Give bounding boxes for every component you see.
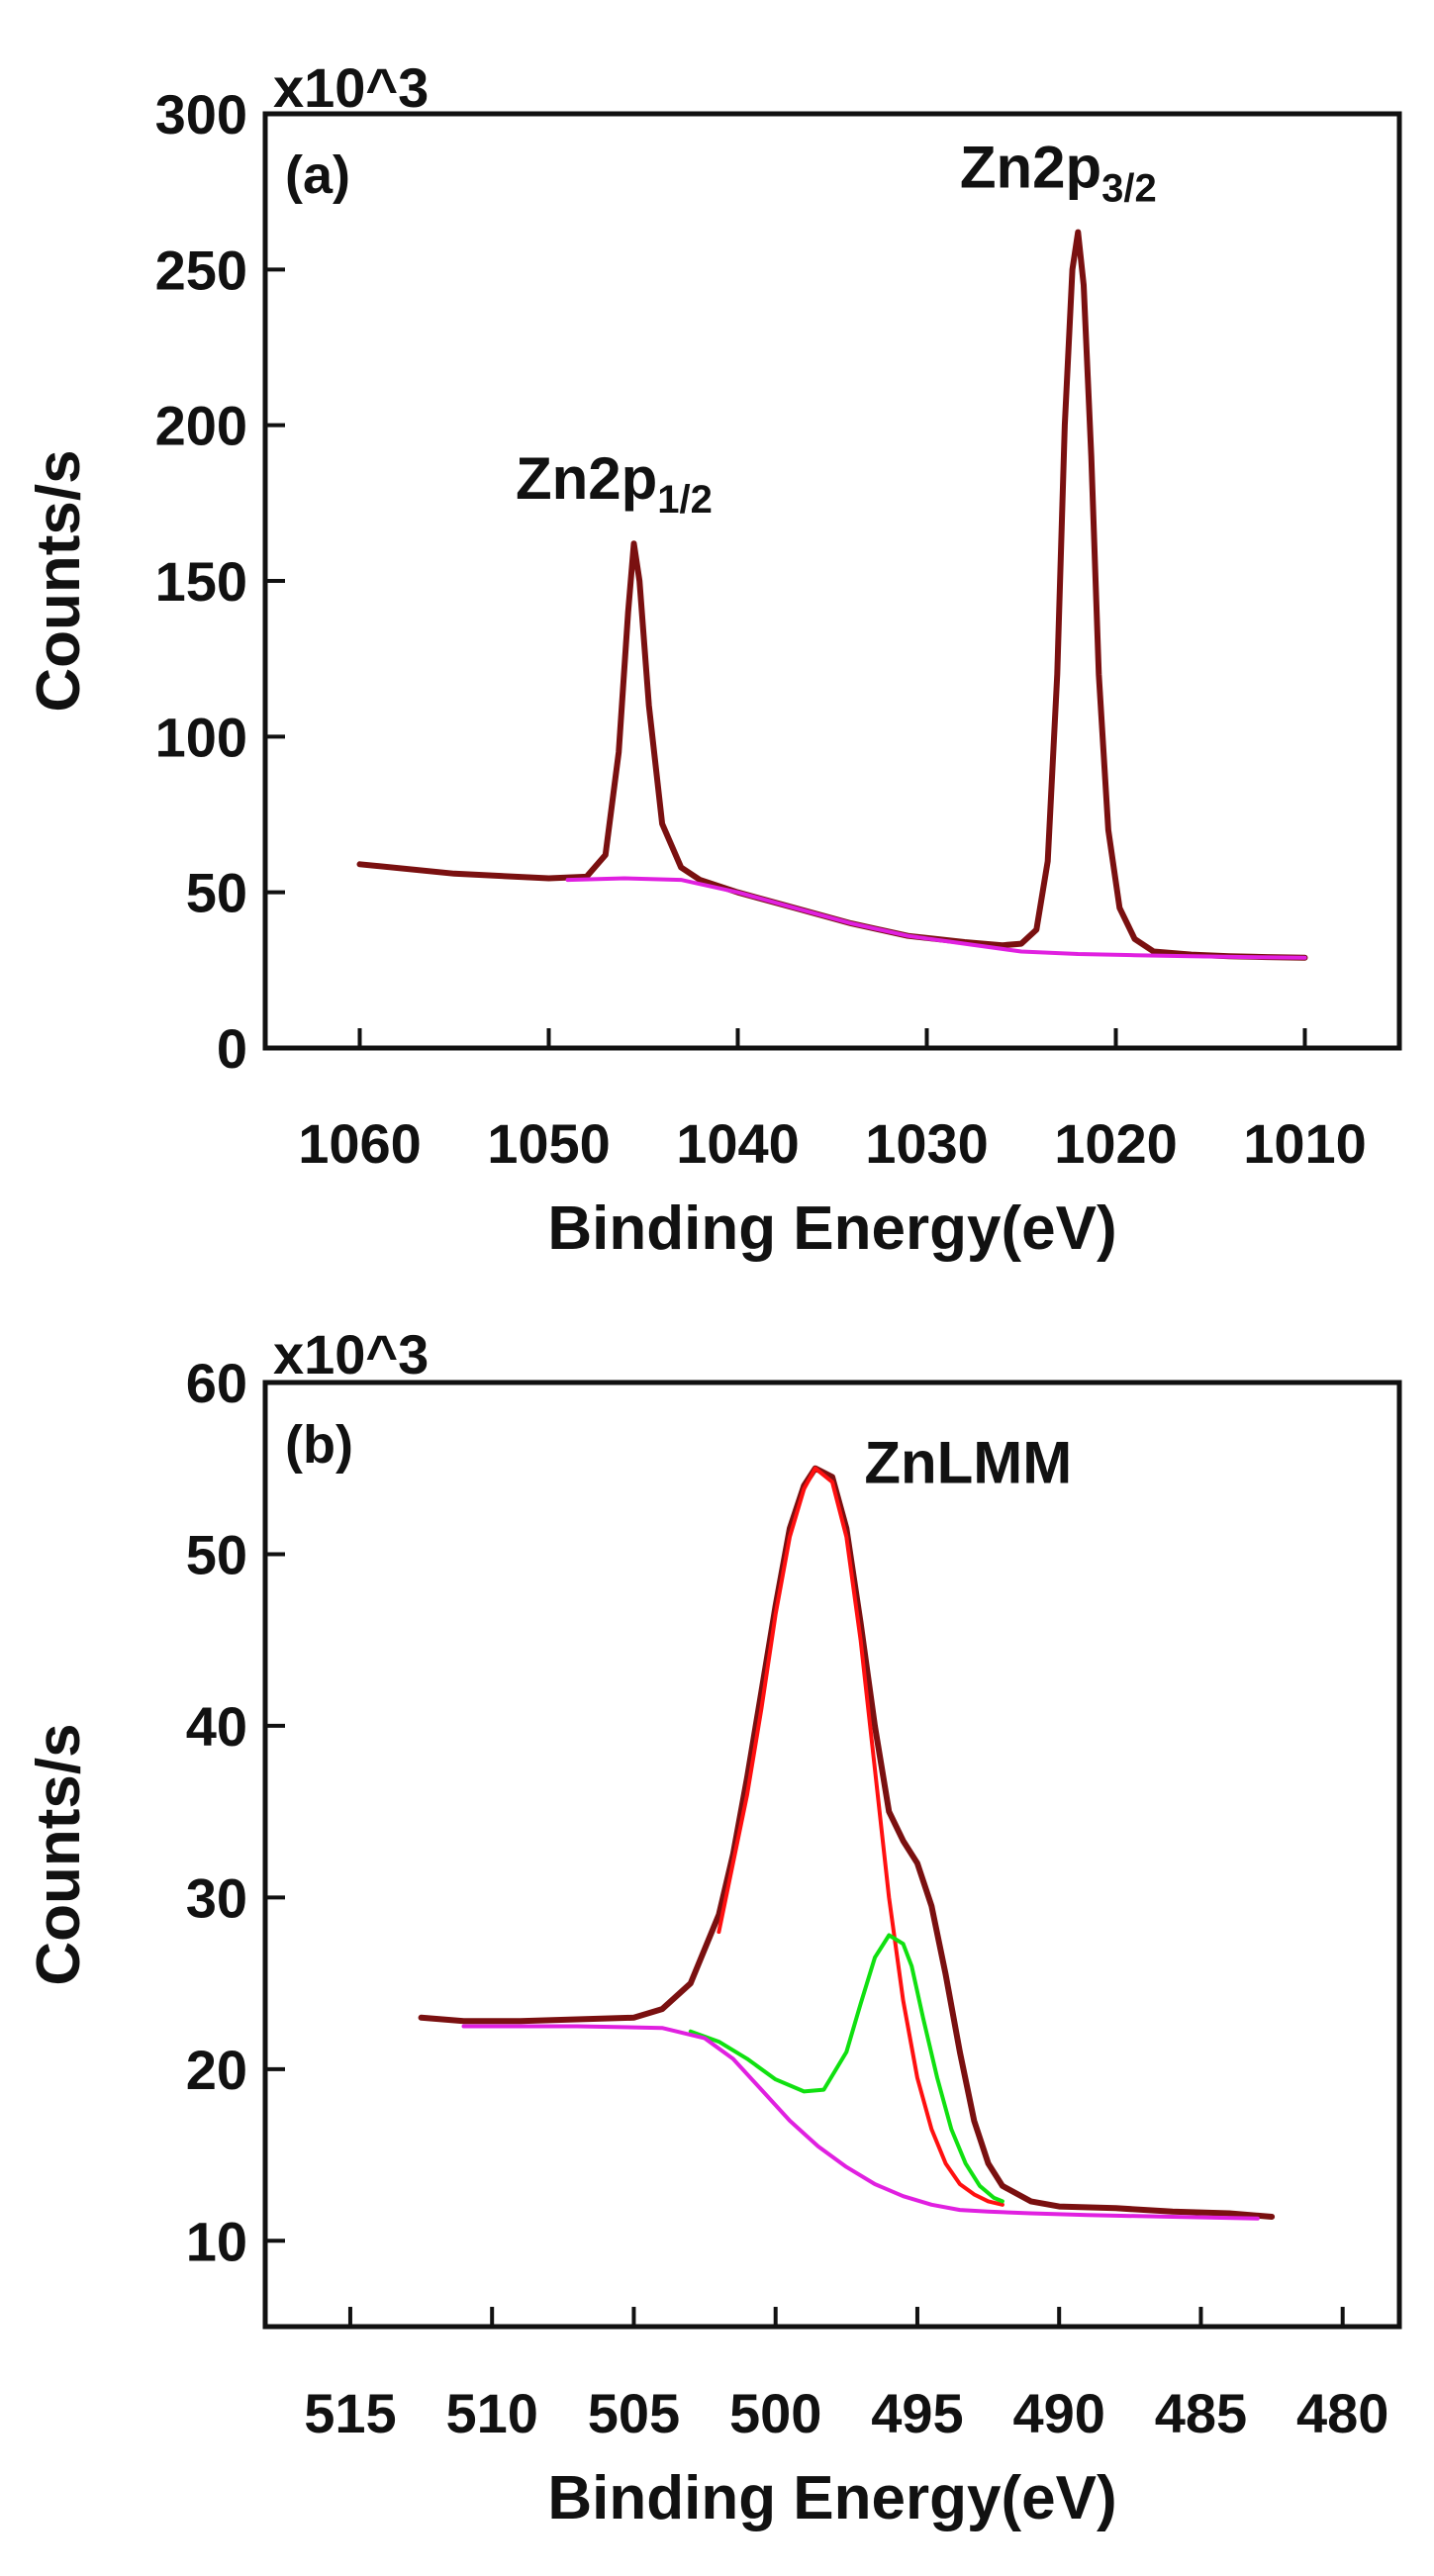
panel-b-y-axis-label: Counts/s [25,1723,93,1985]
panel-b-x-ticks: 515 510 505 500 495 490 485 480 [304,2307,1388,2444]
panel-b-x-tick-label: 495 [871,2382,963,2444]
panel-b-x-tick-label: 500 [729,2382,821,2444]
panel-b-series-measured-spectrum [418,1465,1276,2220]
panel-b-y-tick-label: 50 [186,1523,247,1585]
panel-b-series-peak-fit-2 [688,1933,1004,2204]
panel-b-y-tick-label: 20 [186,2039,247,2101]
panel-b-series-background [461,2024,1260,2221]
panel-a-y-tick-label: 200 [155,395,247,457]
panel-b-frame [262,1380,1402,2330]
panel-a-x-tick-label: 1010 [1243,1112,1367,1175]
panel-b-x-tick-label: 485 [1155,2382,1247,2444]
panel-a-y-tick-label: 100 [155,706,247,768]
panel-a-y-tick-label: 50 [186,862,247,924]
panel-b-y-tick-label: 30 [186,1866,247,1929]
panel-b-label: (b) [285,1415,353,1475]
panel-a-y-multiplier: x10^3 [273,56,429,119]
panel-b-y-multiplier: x10^3 [273,1323,429,1385]
panel-b-x-tick-label: 480 [1296,2382,1388,2444]
panel-a-x-tick-label: 1020 [1054,1112,1178,1175]
panel-a-x-tick-label: 1060 [298,1112,422,1175]
panel-a-x-tick-label: 1040 [676,1112,800,1175]
panel-a-x-tick-label: 1050 [487,1112,611,1175]
panel-b-y-ticks: 10 20 30 40 50 60 [186,1352,285,2272]
panel-a-x-axis-label: Binding Energy(eV) [547,1194,1116,1263]
panel-b-x-tick-label: 515 [304,2382,396,2444]
panel-b-series [418,1465,1276,2221]
panel-b-x-tick-label: 490 [1012,2382,1104,2444]
panel-a-x-tick-label: 1030 [865,1112,989,1175]
panel-b: 10 20 30 40 50 60 515 510 505 500 495 490 485 480 x1… [25,1323,1402,2532]
panel-a-series-background [565,876,1307,960]
panel-a-y-tick-label: 250 [155,239,247,301]
panel-b-y-tick-label: 40 [186,1695,247,1758]
panel-a-y-ticks: 0 50 100 150 200 250 300 [155,83,285,1080]
panel-a-label: (a) [285,145,350,205]
panel-a-series-measured-spectrum [356,229,1308,961]
panel-b-y-tick-label: 60 [186,1352,247,1414]
panel-a-y-axis-label: Counts/s [25,449,93,712]
panel-a-y-tick-label: 300 [155,83,247,145]
panel-b-x-tick-label: 505 [588,2382,680,2444]
peak-label-znlmm: ZnLMM [864,1430,1072,1496]
peak-label-zn2p-3-2: Zn2p3/2 [960,135,1157,211]
panel-a-frame [262,111,1402,1051]
panel-a-y-tick-label: 150 [155,550,247,613]
panel-a-x-ticks: 1060 1050 1040 1030 1020 1010 [298,1028,1367,1175]
panel-b-x-axis-label: Binding Energy(eV) [547,2464,1116,2532]
panel-a-y-tick-label: 0 [217,1017,247,1080]
panel-a-series [356,229,1308,961]
panel-b-y-tick-label: 10 [186,2210,247,2272]
peak-label-zn2p-1-2: Zn2p1/2 [516,445,713,522]
panel-b-x-tick-label: 510 [445,2382,537,2444]
panel-b-series-peak-fit-1 [717,1466,1004,2207]
